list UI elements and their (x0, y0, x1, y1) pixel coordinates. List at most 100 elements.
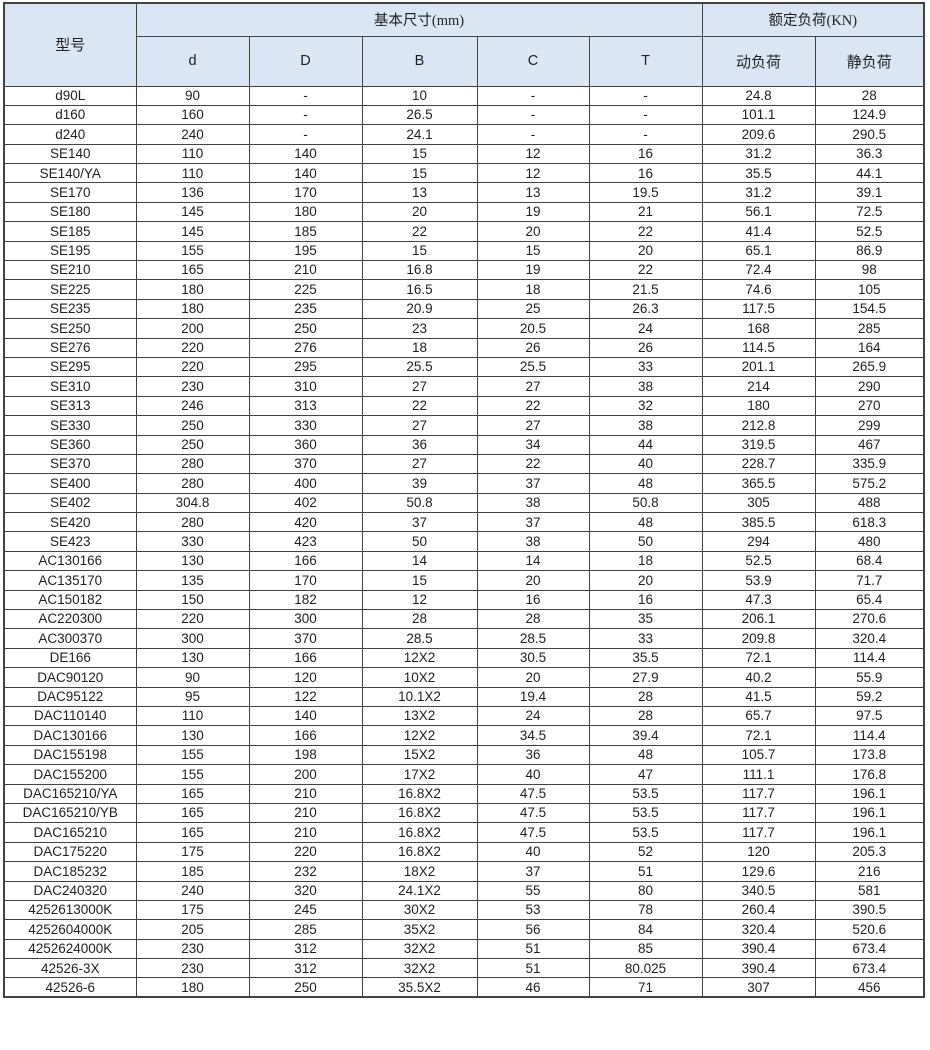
value-cell: 38 (476, 492, 590, 514)
value-cell: 280 (135, 453, 250, 475)
value-cell: 423 (248, 531, 363, 552)
value-cell: 17X2 (361, 764, 478, 785)
value-cell: 110 (135, 705, 250, 727)
value-cell: 12X2 (361, 647, 478, 669)
value-cell: 37 (361, 512, 478, 533)
table-row: DAC155200 155 200 17X2 40 47 111.1 176.8 (3, 764, 925, 785)
value-cell: 145 (135, 221, 250, 242)
value-cell: 53.5 (588, 783, 703, 804)
value-cell: 22 (361, 395, 478, 417)
table-row: AC220300 220 300 28 28 35 206.1 270.6 (3, 609, 925, 630)
value-cell: 19 (476, 201, 590, 223)
value-cell: 28 (476, 609, 590, 630)
value-cell: 220 (135, 609, 250, 630)
table-row: d160 160-26.5- -101.1 124.9 (3, 104, 925, 126)
value-cell: 25 (476, 298, 590, 320)
value-cell: - (248, 85, 363, 106)
model-cell: d90L (3, 85, 137, 106)
value-cell: 35.5X2 (361, 977, 478, 998)
value-cell: 19.5 (588, 182, 703, 203)
value-cell: 246 (135, 395, 250, 417)
value-cell: 164 (814, 337, 925, 358)
value-cell: 53.9 (701, 570, 816, 591)
value-cell: 180 (248, 201, 363, 223)
value-cell: 16 (588, 589, 703, 611)
value-cell: 180 (701, 395, 816, 417)
model-cell: DAC165210/YB (3, 802, 137, 824)
value-cell: 166 (248, 647, 363, 669)
model-cell: DAC165210/YA (3, 783, 137, 804)
value-cell: 120 (248, 667, 363, 688)
value-cell: 196.1 (814, 783, 925, 804)
value-cell: 53 (476, 899, 590, 921)
value-cell: 160 (135, 104, 250, 126)
model-cell: DAC90120 (3, 667, 137, 688)
value-cell: 59.2 (814, 686, 925, 708)
table-row: 4252624000K 230 312 32X2 51 85 390.4 673.4 (3, 938, 925, 960)
value-cell: 36 (476, 744, 590, 766)
value-cell: 105.7 (701, 744, 816, 766)
table-row: 4252604000K 205 285 35X2 56 84 320.4 520.6 (3, 919, 925, 940)
value-cell: 230 (135, 958, 250, 979)
value-cell: 456 (814, 977, 925, 998)
value-cell: 312 (248, 958, 363, 979)
value-cell: 270 (814, 395, 925, 417)
value-cell: 28 (588, 686, 703, 708)
value-cell: 305 (701, 492, 816, 514)
value-cell: 117.7 (701, 802, 816, 824)
model-cell: SE330 (3, 415, 137, 436)
value-cell: 28 (361, 609, 478, 630)
value-cell: 212.8 (701, 415, 816, 436)
value-cell: 140 (248, 143, 363, 165)
value-cell: 51 (588, 861, 703, 882)
value-cell: - (476, 85, 590, 106)
model-cell: d160 (3, 104, 137, 126)
value-cell: 370 (248, 628, 363, 649)
table-row: DAC165210/YB 165 210 16.8X2 47.5 53.5 117.7 196… (3, 802, 925, 824)
value-cell: 130 (135, 550, 250, 572)
value-cell: 205 (135, 919, 250, 940)
table-row: d240 240-24.1- -209.6 290.5 (3, 124, 925, 145)
column-header-model: 型号 (3, 2, 137, 87)
value-cell: 390.4 (701, 958, 816, 979)
value-cell: 26 (476, 337, 590, 358)
value-cell: 285 (814, 318, 925, 339)
table-row: SE210 165 210 16.8 19 22 72.4 98 (3, 260, 925, 281)
value-cell: 235 (248, 298, 363, 320)
value-cell: - (588, 124, 703, 145)
value-cell: 299 (814, 415, 925, 436)
value-cell: 71.7 (814, 570, 925, 591)
table-row: SE313 246 313 22 22 32 180 270 (3, 395, 925, 417)
value-cell: 95 (135, 686, 250, 708)
table-row: AC135170 135 170 15 20 20 53.9 71.7 (3, 570, 925, 591)
value-cell: 47.5 (476, 783, 590, 804)
value-cell: 40.2 (701, 667, 816, 688)
table-row: 42526-3X 230 312 32X2 51 80.025 390.4 673.4 (3, 958, 925, 979)
value-cell: 335.9 (814, 453, 925, 475)
value-cell: 27 (361, 453, 478, 475)
value-cell: 117.5 (701, 298, 816, 320)
value-cell: 370 (248, 453, 363, 475)
value-cell: 294 (701, 531, 816, 552)
value-cell: 50 (588, 531, 703, 552)
value-cell: 20 (476, 667, 590, 688)
header-sub-row: d D B C T 动负荷 静负荷 (4, 35, 925, 87)
table-row: SE295 220 295 25.5 25.5 33 201.1 265.9 (3, 356, 925, 378)
value-cell: 320 (248, 880, 363, 901)
value-cell: 165 (135, 802, 250, 824)
value-cell: 28 (588, 705, 703, 727)
value-cell: 250 (135, 434, 250, 455)
value-cell: 166 (248, 550, 363, 572)
value-cell: 16.5 (361, 279, 478, 300)
value-cell: 13 (476, 182, 590, 203)
value-cell: 15 (361, 143, 478, 165)
value-cell: 175 (135, 841, 250, 863)
value-cell: 320.4 (701, 919, 816, 940)
value-cell: 12X2 (361, 725, 478, 746)
value-cell: 280 (135, 512, 250, 533)
value-cell: 140 (248, 163, 363, 184)
value-cell: 195 (248, 240, 363, 262)
value-cell: 196.1 (814, 802, 925, 824)
value-cell: 65.1 (701, 240, 816, 262)
value-cell: 40 (588, 453, 703, 475)
